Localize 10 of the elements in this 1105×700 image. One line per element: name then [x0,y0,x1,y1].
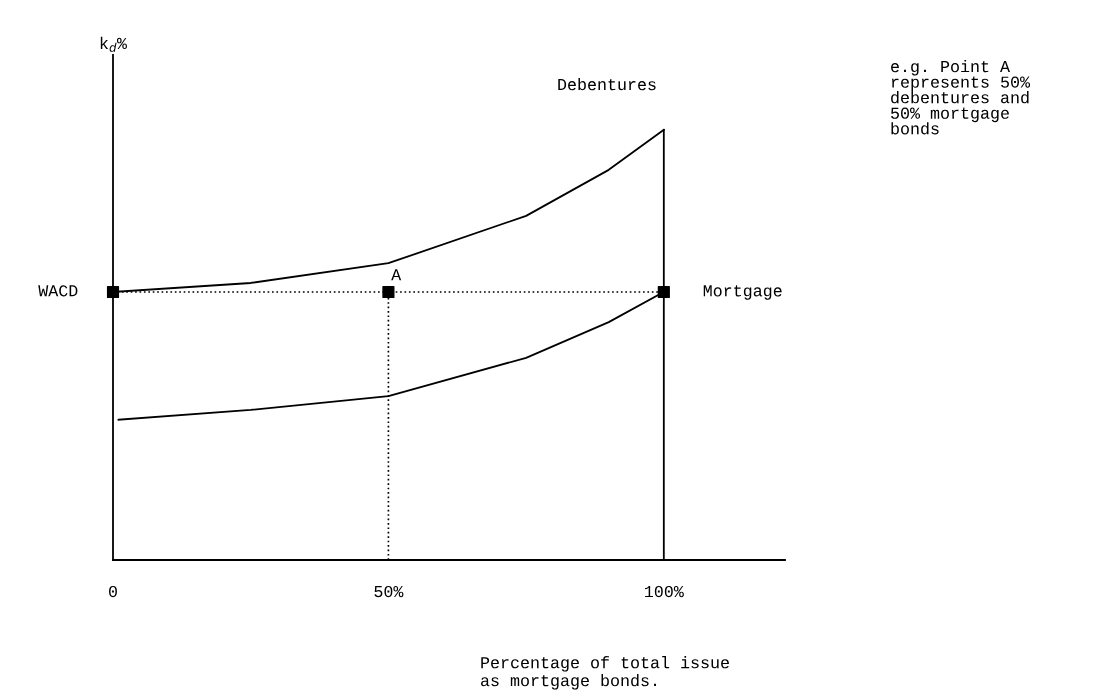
text: Debentures [558,78,656,91]
annotation: Mortgage [703,285,782,300]
text: e.g. Point A represents 50% debentures and 50% mortgage bonds [891,60,1031,135]
x-tick-label: 50% [374,585,404,598]
annotation: A [391,269,402,281]
x-tick-label: 100% [645,585,684,598]
x-tick-label: 0 [109,585,117,598]
y-axis-title: k$_{d}$% [100,36,127,52]
x-axis-title: Percentage of total issue as mortgage bonds. [481,656,729,690]
annotation: WACD [38,285,78,297]
